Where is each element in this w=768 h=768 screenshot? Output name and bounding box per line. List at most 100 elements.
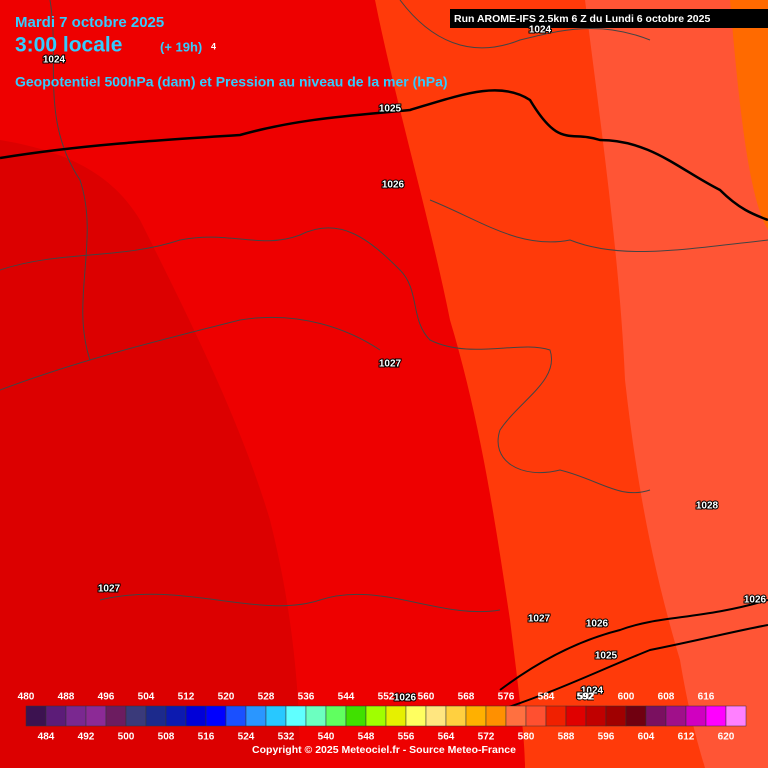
country-border xyxy=(0,89,768,222)
colorbar-label: 512 xyxy=(178,692,195,703)
isobar-label: 1028 xyxy=(696,501,719,512)
colorbar-box xyxy=(485,705,507,727)
colorbar-box xyxy=(285,705,307,727)
colorbar-box xyxy=(165,705,187,727)
colorbar-label: 508 xyxy=(158,732,175,743)
colorbar-label: 500 xyxy=(118,732,135,743)
isobar-label: 1024 xyxy=(529,25,552,36)
isobar-label: 1027 xyxy=(379,359,402,370)
colorbar-box xyxy=(185,705,207,727)
isobar-label: 1026 xyxy=(744,595,767,606)
colorbar-label: 516 xyxy=(198,732,215,743)
colorbar-label: 540 xyxy=(318,732,335,743)
colorbar-box xyxy=(305,705,327,727)
colorbar-box xyxy=(85,705,107,727)
zone-584-dark xyxy=(0,140,300,768)
colorbar-label: 592 xyxy=(578,692,595,703)
colorbar-box xyxy=(685,705,707,727)
colorbar-label: 524 xyxy=(238,732,255,743)
borders xyxy=(0,0,768,613)
colorbar-box xyxy=(525,705,547,727)
isobar-label: 1026 xyxy=(394,693,417,704)
colorbar-label: 620 xyxy=(718,732,735,743)
colorbar-label: 496 xyxy=(98,692,115,703)
colorbar-label: 528 xyxy=(258,692,275,703)
colorbar-label: 552 xyxy=(378,692,395,703)
colorbar-label: 568 xyxy=(458,692,475,703)
zone-600 xyxy=(730,0,768,230)
border-line xyxy=(0,316,381,391)
colorbar: 480 488 496 504 512 520 528 536 544 552 560 568 576 5… xyxy=(18,692,747,743)
colorbar-label: 576 xyxy=(498,692,515,703)
colorbar-box xyxy=(645,705,667,727)
colorbar-box xyxy=(505,705,527,727)
time: 3:00 locale xyxy=(15,34,122,57)
colorbar-label: 604 xyxy=(638,732,655,743)
isobar-label: 1026 xyxy=(586,619,609,630)
colorbar-label: 564 xyxy=(438,732,455,743)
colorbar-box xyxy=(725,705,747,727)
border-line xyxy=(399,0,651,49)
colorbar-box xyxy=(565,705,587,727)
colorbar-label: 532 xyxy=(278,732,295,743)
run-box xyxy=(450,9,768,28)
colorbar-label: 572 xyxy=(478,732,495,743)
isobar-label: 592 xyxy=(577,692,594,703)
isobar-label: 1027 xyxy=(98,584,121,595)
isobar-label: 1025 xyxy=(595,651,618,662)
colorbar-box xyxy=(585,705,607,727)
lead-time: (+ 19h) xyxy=(160,39,202,54)
colorbar-box xyxy=(385,705,407,727)
colorbar-box xyxy=(605,705,627,727)
colorbar-label: 488 xyxy=(58,692,75,703)
colorbar-box xyxy=(545,705,567,727)
colorbar-label: 588 xyxy=(558,732,575,743)
colorbar-box xyxy=(465,705,487,727)
isobar-label: 1026 xyxy=(382,180,405,191)
isobar-label: 1027 xyxy=(528,614,551,625)
border-line xyxy=(49,0,91,361)
colorbar-label: 560 xyxy=(418,692,435,703)
colorbar-box xyxy=(105,705,127,727)
colorbar-box xyxy=(145,705,167,727)
relief-contour xyxy=(499,599,768,711)
colorbar-label: 544 xyxy=(338,692,355,703)
colorbar-box xyxy=(425,705,447,727)
border-line xyxy=(99,593,501,613)
colorbar-label: 600 xyxy=(618,692,635,703)
lead-suffix: 4 xyxy=(211,41,216,51)
colorbar-box xyxy=(625,705,647,727)
isobar-label: 1025 xyxy=(379,104,402,115)
run-info: Run AROME-IFS 2.5km 6 Z du Lundi 6 octob… xyxy=(454,13,710,25)
colorbar-label: 580 xyxy=(518,732,535,743)
isobar-label: 1024 xyxy=(581,686,604,697)
subtitle: Geopotentiel 500hPa (dam) et Pression au… xyxy=(15,74,448,90)
border-line xyxy=(429,199,768,253)
colorbar-label: 520 xyxy=(218,692,235,703)
colorbar-box xyxy=(325,705,347,727)
colorbar-label: 484 xyxy=(38,732,55,743)
colorbar-label: 612 xyxy=(678,732,695,743)
colorbar-box xyxy=(25,705,47,727)
colorbar-box xyxy=(245,705,267,727)
isobar-label: 1024 xyxy=(43,55,66,66)
colorbar-box xyxy=(125,705,147,727)
colorbar-box xyxy=(445,705,467,727)
colorbar-box xyxy=(405,705,427,727)
colorbar-label: 596 xyxy=(598,732,615,743)
colorbar-box xyxy=(45,705,67,727)
colorbar-label: 556 xyxy=(398,732,415,743)
colorbar-label: 548 xyxy=(358,732,375,743)
colorbar-label: 616 xyxy=(698,692,715,703)
colorbar-box xyxy=(345,705,367,727)
colorbar-box xyxy=(665,705,687,727)
colorbar-box xyxy=(265,705,287,727)
colorbar-box xyxy=(205,705,227,727)
colorbar-box xyxy=(225,705,247,727)
colorbar-box xyxy=(705,705,727,727)
colorbar-label: 492 xyxy=(78,732,95,743)
colorbar-label: 584 xyxy=(538,692,555,703)
colorbar-label: 608 xyxy=(658,692,675,703)
